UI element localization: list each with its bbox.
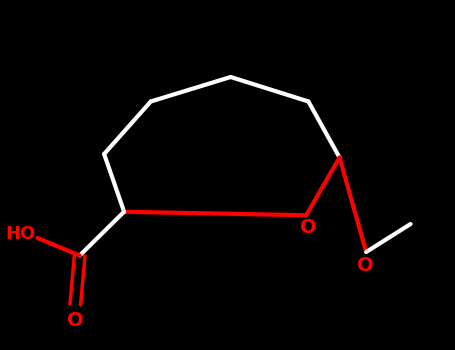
Text: O: O [67, 311, 84, 330]
Text: HO: HO [5, 225, 35, 243]
Text: O: O [357, 256, 374, 275]
Text: O: O [300, 218, 317, 237]
